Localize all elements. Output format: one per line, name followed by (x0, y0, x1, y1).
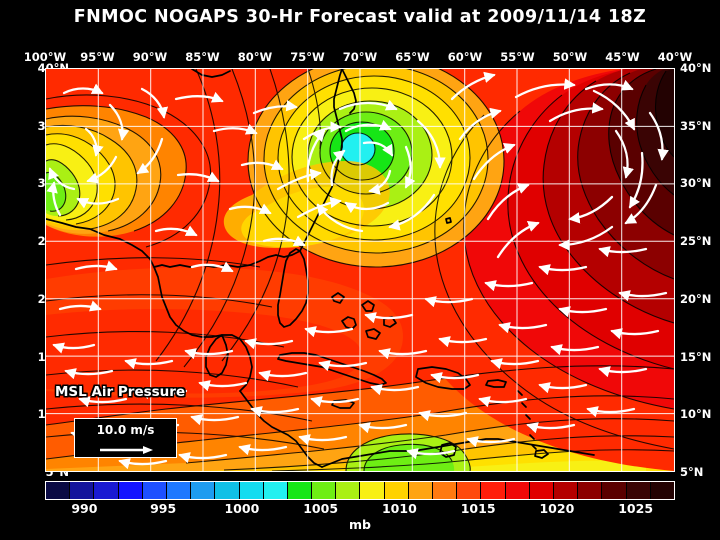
latitude-tick-label-right: 25°N (680, 234, 712, 249)
latitude-tick-label-right: 40°N (680, 61, 712, 75)
colorbar-swatch (70, 482, 95, 499)
colorbar-swatch (191, 482, 216, 499)
colorbar-swatch (433, 482, 458, 499)
longitude-tick-label: 90°W (132, 50, 168, 64)
wind-scale-legend: 10.0 m/s (74, 418, 177, 458)
longitude-tick-label: 50°W (552, 50, 588, 64)
colorbar-swatch (650, 482, 674, 499)
longitude-tick-label: 100°W (23, 50, 67, 64)
colorbar-swatch (408, 482, 433, 499)
longitude-tick-label: 80°W (237, 50, 273, 64)
colorbar-swatch (457, 482, 482, 499)
colorbar-tick-label: 1000 (224, 501, 260, 516)
colorbar-swatch (263, 482, 288, 499)
field-label: MSL Air Pressure (55, 384, 186, 400)
colorbar-swatch (239, 482, 264, 499)
figure-title: FNMOC NOGAPS 30-Hr Forecast valid at 200… (73, 7, 647, 27)
colorbar (45, 481, 675, 500)
colorbar-swatch (142, 482, 167, 499)
colorbar-swatch (336, 482, 361, 499)
colorbar-swatch (384, 482, 409, 499)
wind-scale-arrow-icon (100, 446, 153, 454)
longitude-tick-label: 75°W (290, 50, 325, 64)
colorbar-swatch (46, 482, 71, 499)
colorbar-swatch (529, 482, 554, 499)
longitude-tick-label: 95°W (80, 50, 115, 64)
longitude-tick-label: 55°W (500, 50, 535, 64)
colorbar-swatch (553, 482, 579, 499)
latitude-tick-label-right: 15°N (680, 349, 712, 364)
latitude-tick-label-right: 30°N (680, 176, 712, 191)
colorbar-tick-label: 1015 (460, 501, 496, 516)
wind-scale-value: 10.0 m/s (96, 423, 155, 437)
colorbar-swatch (360, 482, 385, 499)
latitude-tick-label-right: 5°N (680, 465, 704, 479)
longitude-tick-label: 65°W (395, 50, 430, 64)
longitude-tick-label: 40°W (657, 50, 693, 64)
longitude-tick-label: 45°W (605, 50, 640, 64)
latitude-tick-label-right: 10°N (680, 407, 712, 422)
colorbar-tick-label: 1025 (618, 501, 654, 516)
colorbar-swatch (215, 482, 240, 499)
colorbar-swatch (166, 482, 192, 499)
colorbar-tick-label: 995 (150, 501, 177, 516)
colorbar-tick-label: 1020 (539, 501, 575, 516)
longitude-tick-label: 70°W (342, 50, 378, 64)
map-plot-area (45, 68, 675, 472)
longitude-tick-label: 85°W (185, 50, 220, 64)
colorbar-tick-label: 1005 (303, 501, 339, 516)
latitude-tick-label-right: 20°N (680, 291, 712, 306)
pressure-field (46, 69, 674, 471)
colorbar-swatch (312, 482, 337, 499)
colorbar-swatch (602, 482, 627, 499)
colorbar-swatch (505, 482, 530, 499)
colorbar-tick-label: 990 (71, 501, 98, 516)
colorbar-swatch (287, 482, 313, 499)
colorbar-tick-label: 1010 (381, 501, 417, 516)
latitude-tick-label-right: 35°N (680, 118, 712, 133)
longitude-tick-label: 60°W (447, 50, 483, 64)
colorbar-swatch (626, 482, 651, 499)
colorbar-swatch (481, 482, 506, 499)
colorbar-unit-label: mb (349, 517, 371, 532)
colorbar-swatch (94, 482, 119, 499)
colorbar-swatch (578, 482, 603, 499)
colorbar-swatch (118, 482, 143, 499)
